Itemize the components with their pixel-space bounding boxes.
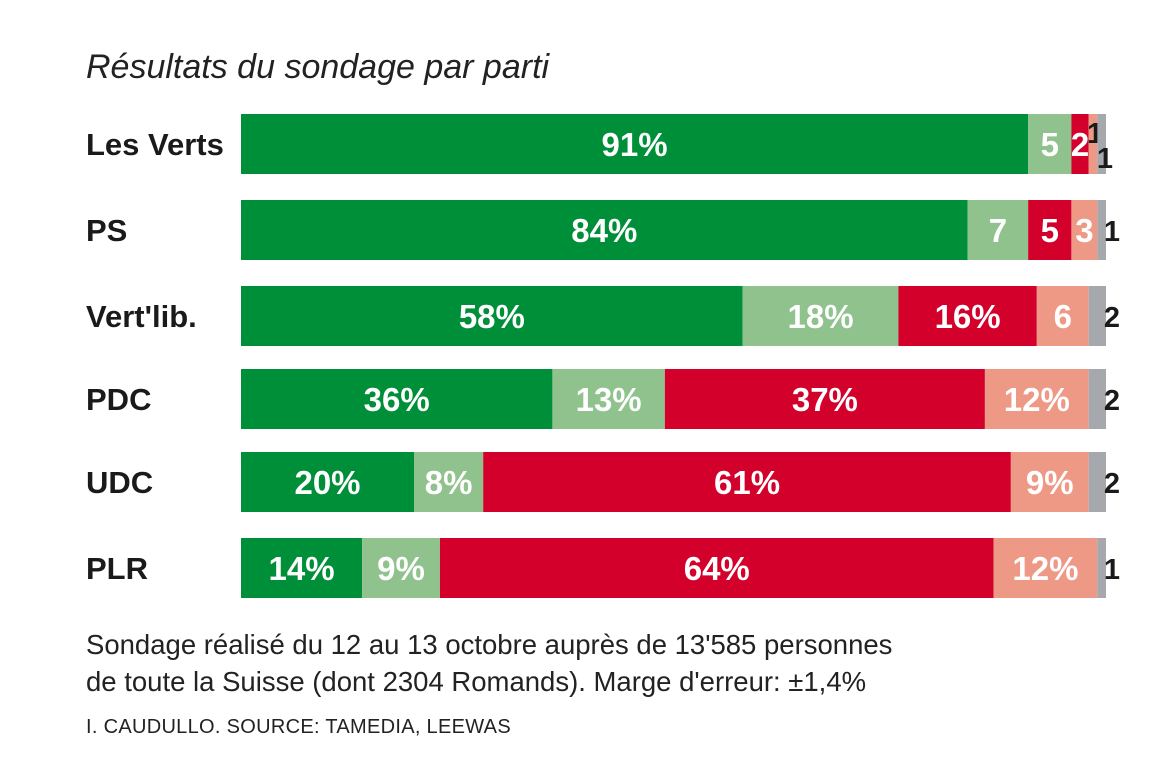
bar-vert-lib-dark-green: [241, 286, 743, 346]
bar-pdc-dark-green: [241, 369, 553, 429]
data-label-udc-salmon: 9%: [1026, 464, 1074, 501]
data-label-vert-lib-dark-green: 58%: [459, 298, 525, 335]
data-label-ps-light-green: 7: [989, 212, 1007, 249]
data-label-vert-lib-grey: 2: [1104, 302, 1120, 334]
category-label-pdc: PDC: [86, 382, 151, 417]
bar-plr-light-green: [362, 538, 440, 598]
data-label-udc-dark-green: 20%: [294, 464, 360, 501]
data-label-les-verts-dark-green: 91%: [602, 126, 668, 163]
bar-ps-salmon: [1071, 200, 1098, 260]
data-label-udc-grey: 2: [1104, 468, 1120, 500]
category-label-vert-lib: Vert'lib.: [86, 299, 197, 334]
category-label-les-verts: Les Verts: [86, 127, 224, 162]
bar-udc-salmon: [1010, 452, 1089, 512]
data-label-plr-light-green: 9%: [377, 550, 425, 587]
data-label-pdc-red: 37%: [792, 381, 858, 418]
data-label-pdc-grey: 2: [1104, 385, 1120, 417]
bar-ps-grey: [1097, 200, 1106, 260]
category-label-udc: UDC: [86, 465, 153, 500]
data-label-vert-lib-red: 16%: [935, 298, 1001, 335]
bar-vert-lib-light-green: [742, 286, 899, 346]
category-label-plr: PLR: [86, 551, 148, 586]
source-credit: I. CAUDULLO. SOURCE: TAMEDIA, LEEWAS: [86, 716, 511, 738]
survey-note-line-1: Sondage réalisé du 12 au 13 octobre aupr…: [86, 629, 893, 660]
data-label-pdc-light-green: 13%: [576, 381, 642, 418]
data-label-plr-red: 64%: [684, 550, 750, 587]
bar-vert-lib-salmon: [1036, 286, 1089, 346]
bar-plr-salmon: [993, 538, 1098, 598]
data-label-vert-lib-salmon: 6: [1054, 298, 1072, 335]
data-label-plr-dark-green: 14%: [269, 550, 335, 587]
data-label-ps-dark-green: 84%: [571, 212, 637, 249]
bar-les-verts-salmon: [1088, 114, 1098, 174]
bar-ps-red: [1028, 200, 1072, 260]
bar-pdc-red: [664, 369, 985, 429]
data-label-les-verts-grey: 1: [1097, 143, 1113, 175]
category-label-ps: PS: [86, 213, 127, 248]
bar-pdc-salmon: [984, 369, 1089, 429]
data-label-pdc-dark-green: 36%: [364, 381, 430, 418]
data-label-les-verts-red: 2: [1071, 126, 1089, 163]
bar-udc-light-green: [414, 452, 484, 512]
bar-vert-lib-red: [898, 286, 1037, 346]
bar-les-verts-grey: [1097, 114, 1106, 174]
data-label-pdc-salmon: 12%: [1004, 381, 1070, 418]
data-label-ps-red: 5: [1041, 212, 1059, 249]
bar-udc-grey: [1088, 452, 1106, 512]
data-label-vert-lib-light-green: 18%: [788, 298, 854, 335]
data-label-udc-light-green: 8%: [425, 464, 473, 501]
data-label-les-verts-light-green: 5: [1041, 126, 1059, 163]
survey-note: Sondage réalisé du 12 au 13 octobre aupr…: [86, 626, 892, 700]
bar-plr-red: [439, 538, 994, 598]
bar-plr-grey: [1097, 538, 1106, 598]
survey-note-line-2: de toute la Suisse (dont 2304 Romands). …: [86, 666, 867, 697]
data-label-ps-grey: 1: [1104, 216, 1120, 248]
bar-ps-dark-green: [241, 200, 968, 260]
bar-vert-lib-grey: [1088, 286, 1106, 346]
bar-udc-dark-green: [241, 452, 414, 512]
data-label-ps-salmon: 3: [1075, 212, 1093, 249]
bar-les-verts-dark-green: [241, 114, 1029, 174]
bar-les-verts-red: [1071, 114, 1089, 174]
bar-ps-light-green: [967, 200, 1029, 260]
bar-pdc-grey: [1088, 369, 1106, 429]
data-label-plr-grey: 1: [1104, 554, 1120, 586]
bar-les-verts-light-green: [1028, 114, 1072, 174]
data-label-udc-red: 61%: [714, 464, 780, 501]
chart-title: Résultats du sondage par parti: [86, 48, 550, 86]
bar-udc-red: [483, 452, 1011, 512]
bar-plr-dark-green: [241, 538, 363, 598]
data-label-plr-salmon: 12%: [1012, 550, 1078, 587]
bar-pdc-light-green: [552, 369, 665, 429]
